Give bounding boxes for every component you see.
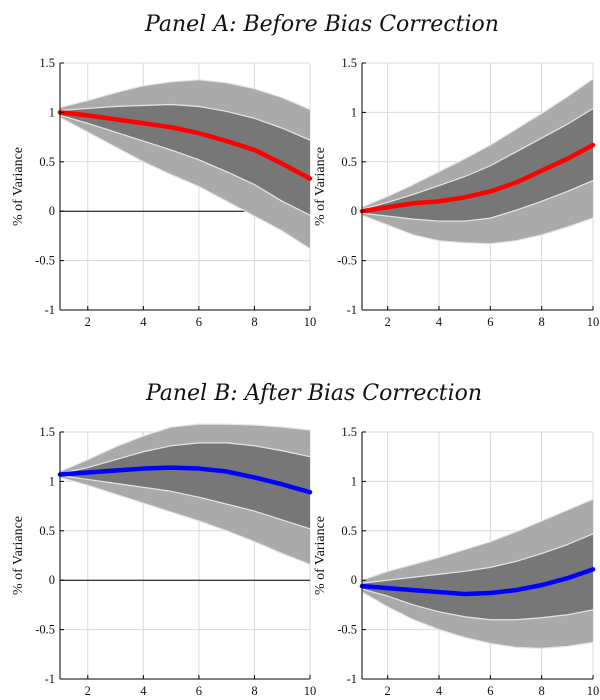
- x-tick-label: 6: [196, 315, 202, 329]
- y-tick-label: -1: [347, 303, 357, 317]
- inner-confidence-band: [362, 533, 593, 620]
- inner-band-upper-edge: [59, 103, 311, 141]
- x-tick-label: 4: [140, 684, 147, 698]
- y-tick-label: 1.5: [341, 56, 357, 70]
- y-tick-label: 0: [351, 204, 357, 218]
- outer-band-lower-edge: [361, 214, 594, 245]
- inner-band-lower-edge: [59, 114, 311, 216]
- y-tick-label: 1.5: [39, 425, 55, 439]
- y-tick-label: 0.5: [341, 524, 357, 538]
- x-tick-label: 6: [196, 684, 202, 698]
- y-tick-label: -1: [45, 303, 55, 317]
- y-axis-label: % of Variance: [11, 516, 26, 595]
- x-tick-label: 4: [436, 684, 443, 698]
- y-tick-label: -0.5: [337, 254, 357, 268]
- x-tick-label: 10: [587, 315, 600, 329]
- panel-b-title: Panel B: After Bias Correction: [145, 381, 482, 406]
- outer-band-upper-edge: [59, 79, 311, 111]
- inner-band-upper-edge: [361, 107, 594, 210]
- x-tick-label: 10: [587, 684, 600, 698]
- y-tick-label: 0.5: [39, 524, 55, 538]
- inner-band-upper-edge: [361, 533, 594, 584]
- y-tick-label: 1: [351, 105, 357, 119]
- inner-band-lower-edge: [361, 588, 594, 621]
- x-tick-label: 2: [385, 684, 391, 698]
- median-line: [57, 110, 313, 181]
- y-axis-label: % of Variance: [11, 147, 26, 226]
- outer-band-lower-edge: [361, 591, 594, 649]
- y-axis-label: % of Variance: [313, 147, 328, 226]
- outer-band-upper-edge: [361, 498, 594, 581]
- y-tick-label: 0: [49, 573, 55, 587]
- outer-band-upper-edge: [361, 78, 594, 208]
- x-tick-label: 4: [140, 315, 147, 329]
- x-tick-label: 4: [436, 315, 443, 329]
- x-tick-label: 10: [304, 315, 317, 329]
- inner-band-lower-edge: [361, 179, 594, 222]
- median-line: [57, 465, 313, 495]
- y-tick-label: 1: [49, 474, 55, 488]
- x-tick-label: 6: [487, 684, 493, 698]
- inner-band-lower-edge: [59, 474, 311, 530]
- outer-band-lower-edge: [59, 476, 311, 565]
- x-tick-label: 8: [539, 315, 545, 329]
- y-tick-label: 0.5: [341, 155, 357, 169]
- y-tick-label: -0.5: [337, 623, 357, 637]
- y-tick-label: 1.5: [341, 425, 357, 439]
- x-tick-label: 2: [385, 315, 391, 329]
- y-tick-label: 0: [351, 573, 357, 587]
- y-tick-label: 1.5: [39, 56, 55, 70]
- median-line: [359, 567, 596, 597]
- panel-a-title: Panel A: Before Bias Correction: [144, 12, 499, 37]
- y-tick-label: -0.5: [35, 623, 55, 637]
- inner-confidence-band: [60, 104, 310, 216]
- y-tick-label: 1: [351, 474, 357, 488]
- chart-b-left: 2 4 6 8 10 -1 -0.5 0 0.5 1 1.5 % of Variance: [11, 423, 317, 698]
- y-tick-label: -1: [45, 672, 55, 686]
- x-tick-label: 8: [251, 315, 257, 329]
- y-axis-label: % of Variance: [313, 516, 328, 595]
- y-tick-label: -1: [347, 672, 357, 686]
- outer-band-upper-edge: [59, 423, 311, 473]
- y-tick-label: 0.5: [39, 155, 55, 169]
- median-line: [359, 142, 596, 214]
- inner-confidence-band: [60, 442, 310, 529]
- x-tick-label: 8: [251, 684, 257, 698]
- y-tick-label: 1: [49, 105, 55, 119]
- x-tick-label: 8: [539, 684, 545, 698]
- chart-b-right: 2 4 6 8 10 -1 -0.5 0 0.5 1 1.5 % of Variance: [313, 425, 599, 698]
- x-tick-label: 10: [304, 684, 317, 698]
- inner-band-upper-edge: [59, 442, 311, 475]
- outer-band-lower-edge: [59, 116, 311, 250]
- x-tick-label: 2: [85, 684, 91, 698]
- inner-confidence-band: [362, 108, 593, 222]
- y-tick-label: 0: [49, 204, 55, 218]
- x-tick-label: 2: [85, 315, 91, 329]
- x-tick-label: 6: [487, 315, 493, 329]
- chart-a-left: 2 4 6 8 10 -1 -0.5 0 0.5 1 1.5 % of Variance: [11, 56, 316, 329]
- y-tick-label: -0.5: [35, 254, 55, 268]
- chart-a-right: 2 4 6 8 10 -1 -0.5 0 0.5 1 1.5 % of Variance: [313, 56, 599, 329]
